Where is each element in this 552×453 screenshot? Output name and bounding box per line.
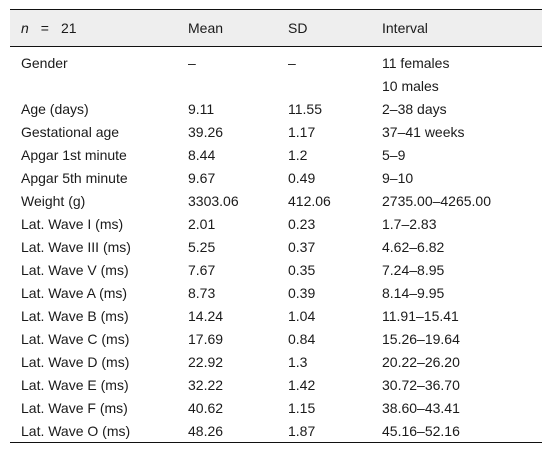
table-row: Apgar 1st minute 8.44 1.2 5–9 [10,143,542,166]
row-interval: 37–41 weeks [382,123,465,140]
row-mean: 22.92 [188,353,224,370]
row-label: Age (days) [21,100,89,117]
table-row: Lat. Wave V (ms) 7.67 0.35 7.24–8.95 [10,258,542,281]
row-interval: 8.14–9.95 [382,284,445,301]
row-label: Lat. Wave III (ms) [21,238,131,255]
row-interval: 11.91–15.41 [382,307,459,324]
row-interval: 7.24–8.95 [382,261,445,278]
header-n-value: 21 [60,20,77,36]
row-mean [177,74,277,97]
header-equals-sign: = [40,20,49,36]
row-interval: 9–10 [382,169,414,186]
row-interval: 5–9 [382,146,406,163]
row-sd: 1.15 [288,399,316,416]
header-n-symbol: n [21,20,29,36]
table-row: Gender – – 11 females [10,47,542,75]
row-interval: 2735.00–4265.00 [382,192,491,209]
row-mean: 32.22 [188,376,224,393]
table-row: Gestational age 39.26 1.17 37–41 weeks [10,120,542,143]
row-mean: 9.67 [188,169,216,186]
row-interval: 2–38 days [382,100,447,117]
row-mean: 14.24 [188,307,224,324]
row-mean: 39.26 [188,123,224,140]
row-interval: 30.72–36.70 [382,376,460,393]
row-sd: 0.35 [288,261,316,278]
table-row: Lat. Wave F (ms) 40.62 1.15 38.60–43.41 [10,396,542,419]
row-sd: 1.2 [288,146,308,163]
row-interval: 10 males [382,77,439,94]
header-sample-size: n = 21 [10,9,177,47]
data-table-container: n = 21 Mean SD Interval Gender – – 11 females… [10,9,542,443]
row-interval: 45.16–52.16 [371,419,542,443]
row-label: Lat. Wave V (ms) [21,261,129,278]
header-interval: Interval [371,9,542,47]
row-mean: 7.67 [188,261,216,278]
row-interval: 15.26–19.64 [382,330,460,347]
row-interval: 11 females [382,54,450,71]
row-mean: 9.11 [188,100,215,117]
row-sd: 1.42 [288,376,316,393]
row-sd: 412.06 [288,192,331,209]
row-label: Lat. Wave A (ms) [21,284,128,301]
row-label: Apgar 5th minute [21,169,128,186]
row-label: Lat. Wave O (ms) [10,419,177,443]
table-row: Lat. Wave A (ms) 8.73 0.39 8.14–9.95 [10,281,542,304]
row-mean: 48.26 [177,419,277,443]
row-sd: 0.23 [288,215,316,232]
row-interval: 4.62–6.82 [382,238,445,255]
row-mean: 3303.06 [188,192,239,209]
row-label: Lat. Wave B (ms) [21,307,129,324]
row-mean: 8.44 [188,146,216,163]
header-mean: Mean [177,9,277,47]
row-sd: 11.55 [288,100,322,117]
table-row: Apgar 5th minute 9.67 0.49 9–10 [10,166,542,189]
row-label: Lat. Wave C (ms) [21,330,130,347]
row-label [10,74,177,97]
table-header: n = 21 Mean SD Interval [10,9,542,47]
row-sd: 1.87 [277,419,371,443]
table-row: Lat. Wave E (ms) 32.22 1.42 30.72–36.70 [10,373,542,396]
table-row: Lat. Wave I (ms) 2.01 0.23 1.7–2.83 [10,212,542,235]
row-interval: 38.60–43.41 [382,399,460,416]
row-label: Gestational age [21,123,120,140]
row-mean: 8.73 [188,284,216,301]
row-label: Apgar 1st minute [21,146,127,163]
row-mean: 2.01 [188,215,216,232]
row-mean: 5.25 [188,238,216,255]
row-sd [277,74,371,97]
table-row: 10 males [10,74,542,97]
row-mean: – [188,54,196,71]
table-row: Weight (g) 3303.06 412.06 2735.00–4265.00 [10,189,542,212]
row-sd: – [288,54,296,71]
row-mean: 40.62 [188,399,224,416]
row-sd: 1.17 [288,123,316,140]
row-sd: 0.37 [288,238,316,255]
row-mean: 17.69 [188,330,224,347]
header-row: n = 21 Mean SD Interval [10,9,542,47]
header-sd: SD [277,9,371,47]
row-label: Gender [21,54,68,71]
table-body: Gender – – 11 females 10 males Age (days) 9.11… [10,47,542,443]
row-sd: 0.49 [288,169,316,186]
row-sd: 0.39 [288,284,316,301]
row-sd: 0.84 [288,330,316,347]
row-label: Lat. Wave D (ms) [21,353,130,370]
statistics-table: n = 21 Mean SD Interval Gender – – 11 females… [10,9,542,443]
table-row: Lat. Wave III (ms) 5.25 0.37 4.62–6.82 [10,235,542,258]
table-row: Lat. Wave B (ms) 14.24 1.04 11.91–15.41 [10,304,542,327]
row-label: Lat. Wave E (ms) [21,376,129,393]
table-row: Age (days) 9.11 11.55 2–38 days [10,97,542,120]
row-label: Lat. Wave I (ms) [21,215,124,232]
row-label: Weight (g) [21,192,86,209]
table-row: Lat. Wave C (ms) 17.69 0.84 15.26–19.64 [10,327,542,350]
row-sd: 1.3 [288,353,308,370]
row-sd: 1.04 [288,307,316,324]
table-row: Lat. Wave D (ms) 22.92 1.3 20.22–26.20 [10,350,542,373]
row-interval: 1.7–2.83 [382,215,437,232]
row-label: Lat. Wave F (ms) [21,399,128,416]
table-row: Lat. Wave O (ms) 48.26 1.87 45.16–52.16 [10,419,542,443]
row-interval: 20.22–26.20 [382,353,460,370]
